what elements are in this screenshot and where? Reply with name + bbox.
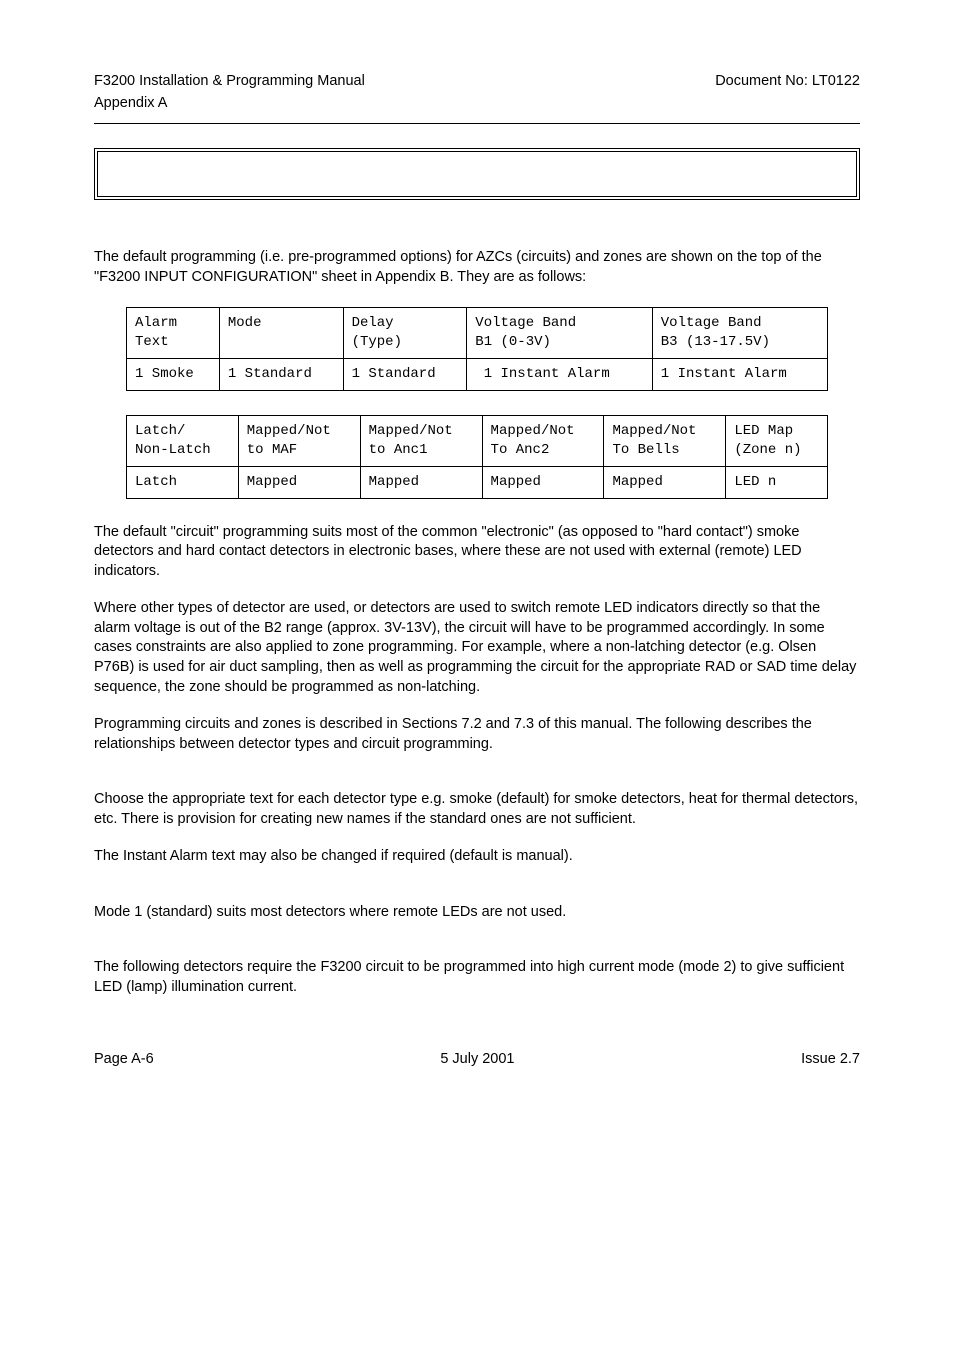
cell: Mapped/Not to MAF bbox=[238, 415, 360, 466]
cell: Mapped/Not To Anc2 bbox=[482, 415, 604, 466]
table-2-wrap: Latch/ Non-Latch Mapped/Not to MAF Mappe… bbox=[126, 415, 828, 499]
footer-left: Page A-6 bbox=[94, 1050, 154, 1070]
cell: 1 Instant Alarm bbox=[467, 359, 652, 391]
table-1: Alarm Text Mode Delay (Type) Voltage Ban… bbox=[126, 307, 828, 391]
cell: Mapped/Not to Anc1 bbox=[360, 415, 482, 466]
footer-right: Issue 2.7 bbox=[801, 1050, 860, 1070]
cell: Latch/ Non-Latch bbox=[127, 415, 239, 466]
body-p5: Choose the appropriate text for each det… bbox=[94, 790, 860, 829]
cell: Mapped bbox=[604, 466, 726, 498]
cell: Mapped bbox=[360, 466, 482, 498]
table-row: Latch/ Non-Latch Mapped/Not to MAF Mappe… bbox=[127, 415, 828, 466]
body-p7: Mode 1 (standard) suits most detectors w… bbox=[94, 903, 860, 923]
body-p6: The Instant Alarm text may also be chang… bbox=[94, 847, 860, 867]
body-p8: The following detectors require the F320… bbox=[94, 958, 860, 997]
cell: Latch bbox=[127, 466, 239, 498]
cell: 1 Standard bbox=[343, 359, 467, 391]
cell: LED Map (Zone n) bbox=[726, 415, 828, 466]
cell: Delay (Type) bbox=[343, 308, 467, 359]
body-p3: Where other types of detector are used, … bbox=[94, 599, 860, 697]
title-box bbox=[94, 148, 860, 200]
table-row: 1 Smoke 1 Standard 1 Standard 1 Instant … bbox=[127, 359, 828, 391]
cell: Voltage Band B1 (0-3V) bbox=[467, 308, 652, 359]
table-1-wrap: Alarm Text Mode Delay (Type) Voltage Ban… bbox=[126, 307, 828, 391]
cell: Mapped bbox=[482, 466, 604, 498]
cell: 1 Smoke bbox=[127, 359, 220, 391]
table-row: Alarm Text Mode Delay (Type) Voltage Ban… bbox=[127, 308, 828, 359]
header-row-2: Appendix A bbox=[94, 94, 860, 114]
body-p4: Programming circuits and zones is descri… bbox=[94, 715, 860, 754]
table-2: Latch/ Non-Latch Mapped/Not to MAF Mappe… bbox=[126, 415, 828, 499]
cell: 1 Instant Alarm bbox=[652, 359, 827, 391]
header-right-1: Document No: LT0122 bbox=[715, 72, 860, 92]
header-rule bbox=[94, 123, 860, 124]
header-row-1: F3200 Installation & Programming Manual … bbox=[94, 72, 860, 92]
cell: LED n bbox=[726, 466, 828, 498]
header-left-2: Appendix A bbox=[94, 94, 167, 114]
intro-paragraph: The default programming (i.e. pre-progra… bbox=[94, 248, 860, 287]
cell: 1 Standard bbox=[219, 359, 343, 391]
table-row: Latch Mapped Mapped Mapped Mapped LED n bbox=[127, 466, 828, 498]
footer: Page A-6 5 July 2001 Issue 2.7 bbox=[94, 1050, 860, 1070]
cell: Alarm Text bbox=[127, 308, 220, 359]
header-left-1: F3200 Installation & Programming Manual bbox=[94, 72, 365, 92]
cell: Voltage Band B3 (13-17.5V) bbox=[652, 308, 827, 359]
cell: Mapped/Not To Bells bbox=[604, 415, 726, 466]
footer-center: 5 July 2001 bbox=[440, 1050, 514, 1070]
cell: Mode bbox=[219, 308, 343, 359]
cell: Mapped bbox=[238, 466, 360, 498]
body-p2: The default "circuit" programming suits … bbox=[94, 523, 860, 582]
